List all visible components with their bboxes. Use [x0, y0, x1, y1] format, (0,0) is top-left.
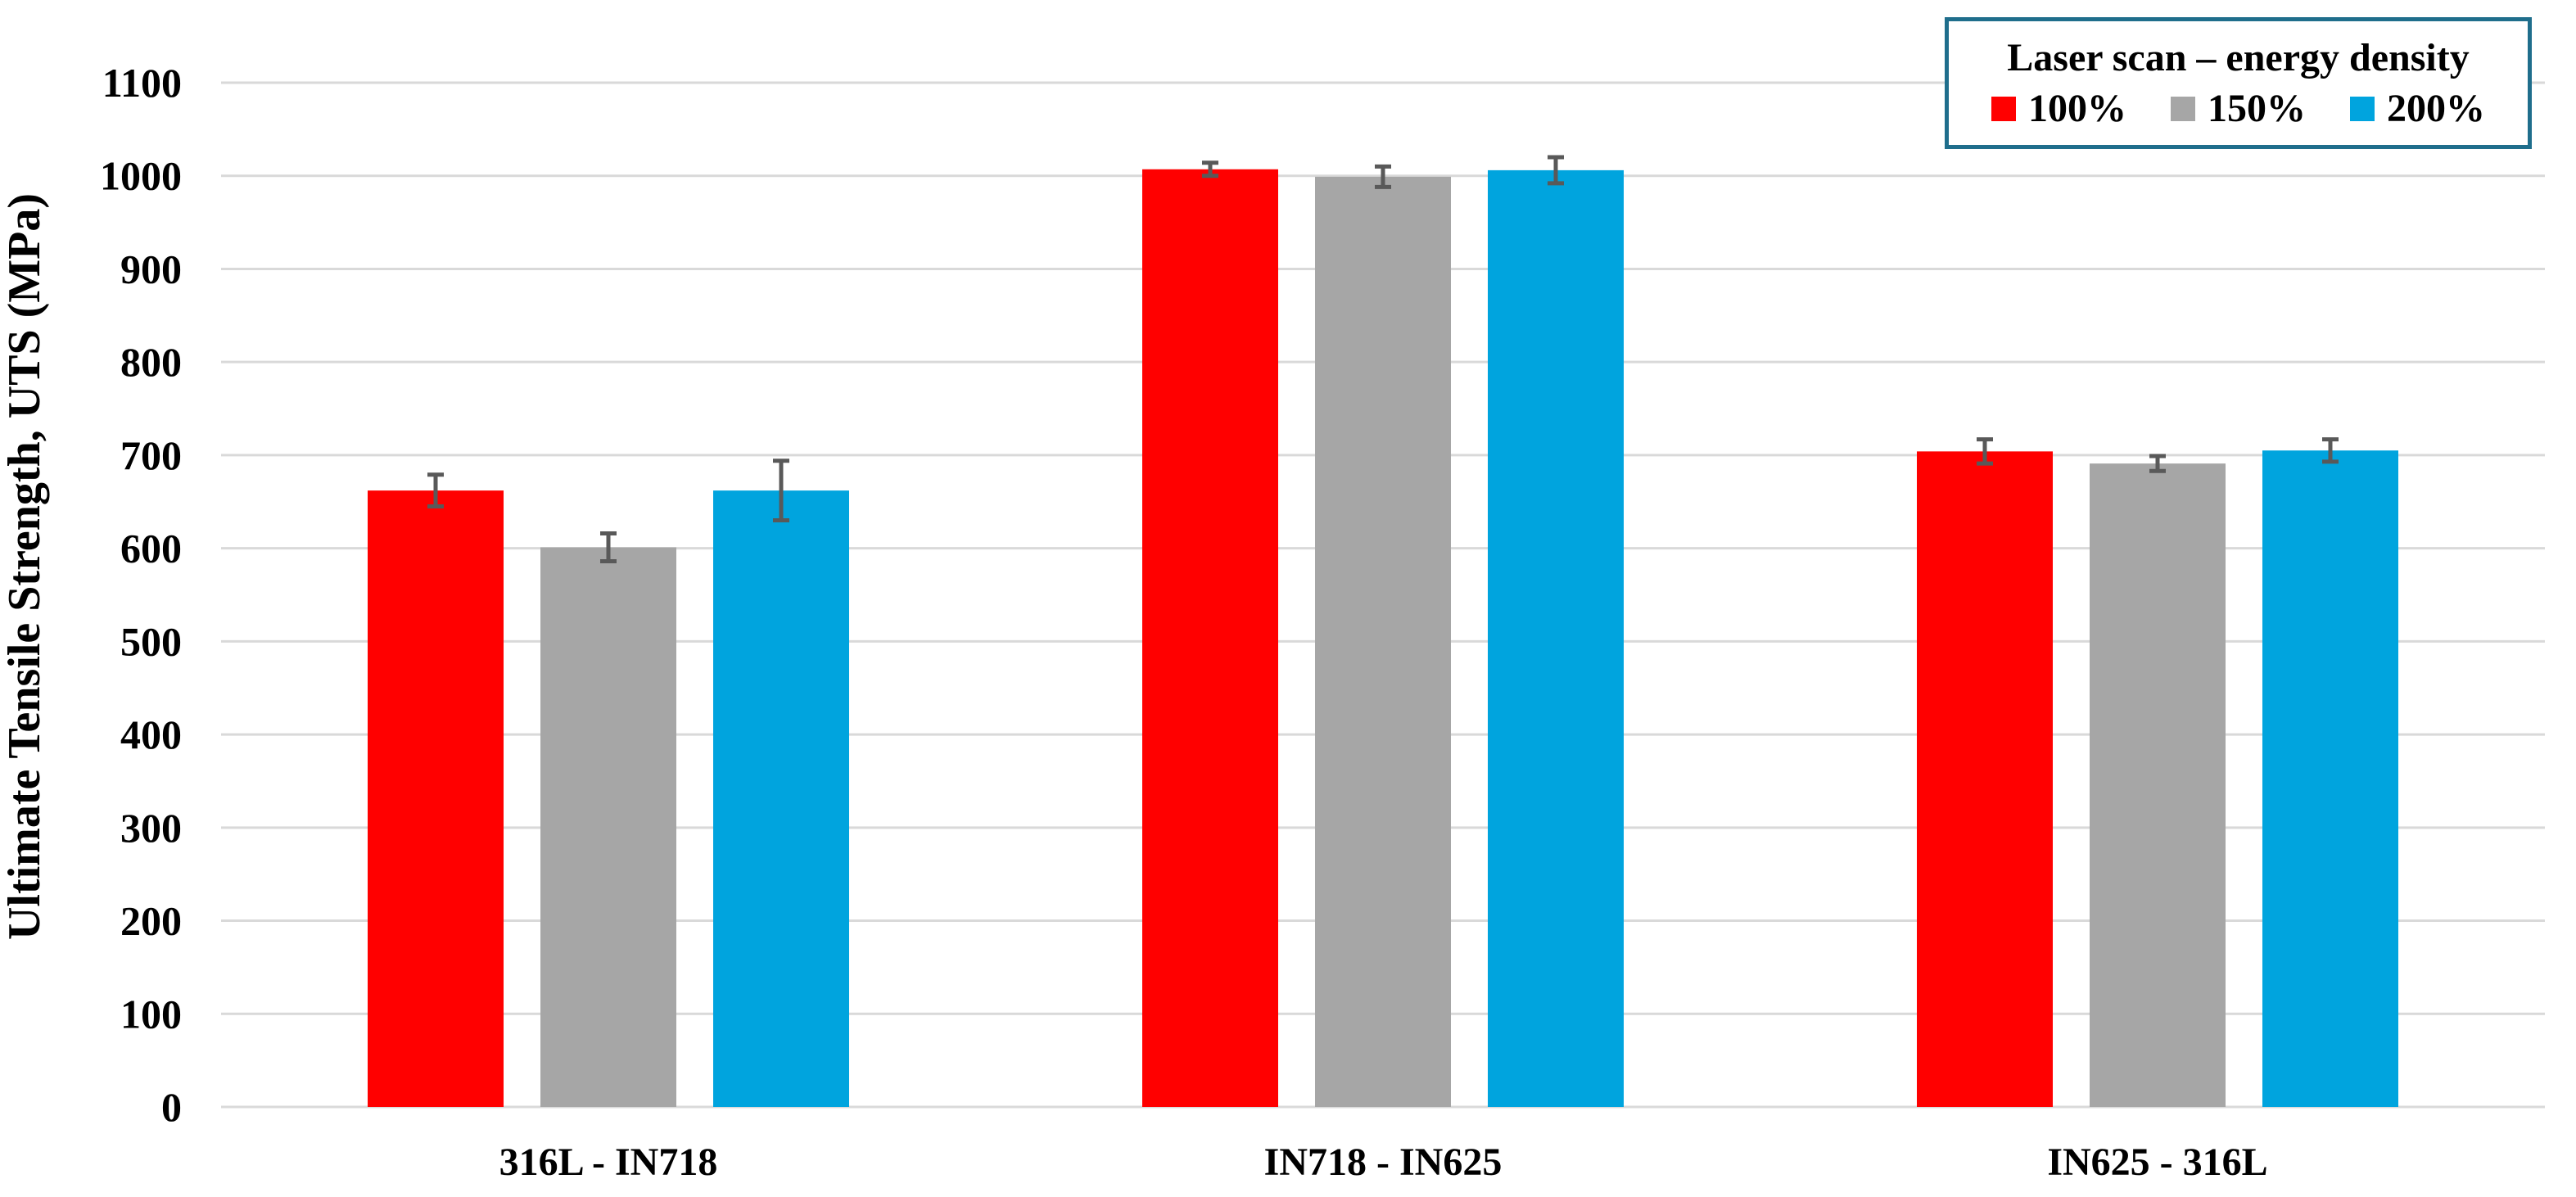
- legend-item-100: 100%: [1991, 86, 2126, 130]
- y-tick-label-1100: 1100: [102, 60, 182, 106]
- y-tick-label-600: 600: [120, 526, 182, 571]
- bar-150%-IN625 - 316L: [2090, 463, 2226, 1107]
- y-tick-label-800: 800: [120, 339, 182, 385]
- bar-200%-IN625 - 316L: [2262, 450, 2398, 1107]
- bar-100%-IN625 - 316L: [1917, 451, 2053, 1107]
- bar-200%-IN718 - IN625: [1488, 169, 1624, 1107]
- y-tick-label-1000: 1000: [100, 153, 182, 199]
- y-tick-label-700: 700: [120, 432, 182, 478]
- legend-title: Laser scan – energy density: [2007, 35, 2470, 79]
- y-tick-label-500: 500: [120, 618, 182, 664]
- y-tick-label-100: 100: [120, 991, 182, 1037]
- bar-100%-316L - IN718: [368, 490, 504, 1107]
- x-category-label-2: IN625 - 316L: [2047, 1141, 2267, 1184]
- legend-item-200: 200%: [2350, 86, 2485, 130]
- y-tick-label-900: 900: [120, 246, 182, 291]
- legend-swatch-150-icon: [2171, 96, 2195, 121]
- legend: Laser scan – energy density 100% 150% 20…: [1945, 17, 2532, 149]
- y-tick-label-300: 300: [120, 805, 182, 851]
- legend-items: 100% 150% 200%: [1991, 86, 2485, 130]
- legend-swatch-100-icon: [1991, 96, 2016, 121]
- x-category-label-1: IN718 - IN625: [1264, 1141, 1503, 1184]
- bar-150%-316L - IN718: [540, 547, 676, 1107]
- legend-item-150: 150%: [2171, 86, 2306, 130]
- bar-100%-IN718 - IN625: [1142, 169, 1278, 1107]
- y-axis-title: Ultimate Tensile Strength, UTS (MPa): [0, 193, 50, 940]
- legend-item-label-150: 150%: [2208, 86, 2306, 130]
- plot-area: 0 100 200 300 400 500 600 700 800 900 1000 1100 316L…: [100, 60, 2545, 1184]
- legend-swatch-200-icon: [2350, 96, 2375, 121]
- x-category-label-0: 316L - IN718: [499, 1141, 718, 1184]
- bar-200%-316L - IN718: [713, 490, 849, 1107]
- y-tick-label-200: 200: [120, 898, 182, 944]
- bar-150%-IN718 - IN625: [1315, 176, 1451, 1108]
- y-tick-label-400: 400: [120, 711, 182, 757]
- legend-item-label-100: 100%: [2028, 86, 2126, 130]
- y-tick-label-0: 0: [161, 1084, 182, 1130]
- legend-item-label-200: 200%: [2387, 86, 2485, 130]
